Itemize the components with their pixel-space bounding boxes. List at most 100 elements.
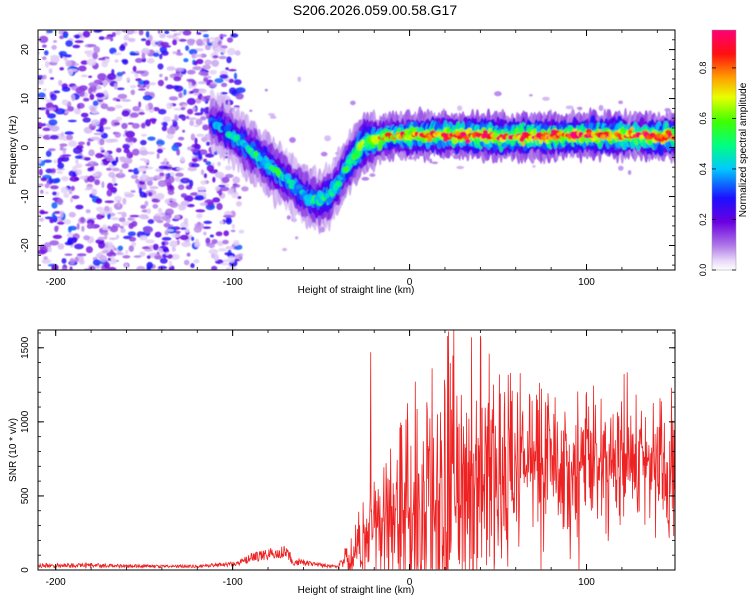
spectrogram-cell bbox=[186, 252, 191, 257]
snr-y-axis: 0 500 1000 1500 bbox=[20, 332, 675, 573]
spectrogram-cell bbox=[65, 59, 72, 67]
spectrogram-cell bbox=[42, 44, 47, 48]
spectrogram-cell bbox=[209, 234, 214, 238]
spectrogram-cell bbox=[39, 209, 45, 215]
spectrogram-cell bbox=[115, 116, 123, 121]
spectrogram-cell bbox=[52, 191, 57, 196]
spectrogram-cell bbox=[168, 176, 175, 184]
spectrogram-cell bbox=[83, 157, 91, 161]
spectrogram-cell bbox=[51, 212, 56, 219]
spectrogram-cell bbox=[227, 255, 235, 263]
spectrogram-cell bbox=[159, 46, 167, 54]
spectrogram-cell bbox=[180, 227, 187, 230]
spectrogram-cell bbox=[241, 186, 249, 192]
spectrogram-cell bbox=[160, 41, 169, 47]
spectrogram-cell bbox=[116, 234, 120, 239]
spectrogram-cell bbox=[44, 183, 50, 189]
spectrogram-cell bbox=[72, 166, 78, 172]
spectrogram-cell bbox=[577, 106, 583, 111]
spectrogram-cell bbox=[138, 187, 143, 195]
spectrogram-cell bbox=[42, 127, 51, 132]
colorbar-gradient bbox=[712, 30, 736, 270]
y-tick-label: 0 bbox=[20, 567, 31, 573]
spectrogram-cell bbox=[113, 183, 118, 186]
spectrogram-cell bbox=[54, 177, 61, 183]
spectrogram-cell bbox=[224, 173, 234, 179]
spectrogram-cell bbox=[147, 58, 155, 64]
spectrogram-cell bbox=[51, 55, 58, 62]
spectrogram-cell bbox=[180, 193, 187, 199]
spectrogram-cell bbox=[187, 69, 196, 75]
spectrogram-cell bbox=[99, 255, 108, 262]
spectrogram-cell bbox=[202, 64, 211, 70]
spectrogram-cell bbox=[143, 159, 149, 164]
spectrogram-cell bbox=[146, 261, 153, 269]
spectrogram-cell bbox=[324, 135, 331, 142]
spectrogram-cell bbox=[45, 150, 52, 157]
spectrogram-cell bbox=[163, 222, 171, 228]
spectrogram-cell bbox=[50, 77, 54, 80]
spectrogram-cell bbox=[144, 200, 149, 207]
spectrogram-cell bbox=[186, 78, 195, 82]
spectrogram-cell bbox=[183, 178, 188, 182]
spectrogram-cell bbox=[529, 94, 533, 97]
spectrogram-cell bbox=[237, 196, 242, 199]
spectrogram-cell bbox=[152, 243, 159, 251]
spectrogram-cell bbox=[211, 239, 218, 245]
x-tick-label: -200 bbox=[46, 277, 66, 288]
spectrogram-cell bbox=[112, 52, 122, 56]
spectrogram-cell bbox=[159, 53, 163, 60]
spectrogram-cell bbox=[163, 157, 168, 164]
spectrogram-cell bbox=[39, 35, 49, 44]
spectrogram-cell bbox=[194, 54, 203, 58]
spectrogram-cell bbox=[230, 33, 239, 38]
spectrogram-cell bbox=[107, 225, 111, 229]
spectrogram-cell bbox=[117, 200, 121, 207]
spectrogram-cell bbox=[168, 260, 173, 268]
spectrogram-cell bbox=[179, 30, 184, 34]
spectrogram-cell bbox=[166, 254, 173, 259]
spectrogram-cell bbox=[57, 243, 65, 250]
spectrogram-cell bbox=[116, 87, 125, 91]
spectrogram-cell bbox=[114, 59, 119, 63]
spectrogram-cell bbox=[136, 265, 146, 270]
spectrogram-cell bbox=[92, 259, 101, 266]
snr-panel: -200 -100 0 100 0 500 1000 1500 Height of stra… bbox=[8, 329, 676, 596]
spectrogram-cell bbox=[56, 168, 66, 171]
spectrogram-cell bbox=[38, 78, 44, 85]
spectrogram-cell bbox=[212, 176, 216, 183]
spectrogram-cell bbox=[204, 59, 212, 66]
spectrogram-cell bbox=[92, 172, 99, 177]
spectrogram-cell bbox=[106, 106, 116, 112]
spectrogram-cell bbox=[157, 180, 167, 187]
spectrogram-cell bbox=[161, 125, 168, 132]
spectrogram-cell bbox=[40, 177, 47, 182]
spectrogram-cell bbox=[295, 236, 299, 240]
spectrogram-cell bbox=[187, 38, 195, 46]
spectrogram-cell bbox=[114, 131, 122, 138]
spectrogram-cell bbox=[235, 87, 246, 94]
spectrogram-cell bbox=[216, 240, 224, 247]
spectrogram-cell bbox=[101, 249, 110, 254]
spectrogram-cell bbox=[45, 109, 50, 116]
spectrogram-cell bbox=[38, 157, 42, 164]
spectrogram-cell bbox=[216, 202, 223, 211]
spectrogram-cell bbox=[202, 38, 208, 42]
spectrogram-ridge-cell bbox=[344, 165, 350, 173]
spectrogram-cell bbox=[195, 118, 203, 126]
spectrogram-cell bbox=[89, 93, 95, 101]
spectrogram-cell bbox=[41, 258, 51, 264]
spectrogram-cell bbox=[60, 186, 69, 194]
spectrogram-cell bbox=[102, 159, 109, 166]
spectrogram-cell bbox=[122, 59, 129, 65]
spectrogram-cell bbox=[125, 30, 135, 35]
spectrogram-cell bbox=[86, 58, 97, 66]
spectrogram-cell bbox=[193, 225, 202, 233]
spectrogram-cell bbox=[59, 210, 64, 218]
spectrogram-cell bbox=[103, 79, 109, 86]
spectrogram-cell bbox=[113, 82, 118, 90]
spectrogram-cell bbox=[161, 241, 166, 246]
spectrogram-cell bbox=[286, 215, 291, 220]
spectrogram-cell bbox=[60, 131, 65, 138]
spectrogram-cell bbox=[205, 153, 215, 158]
